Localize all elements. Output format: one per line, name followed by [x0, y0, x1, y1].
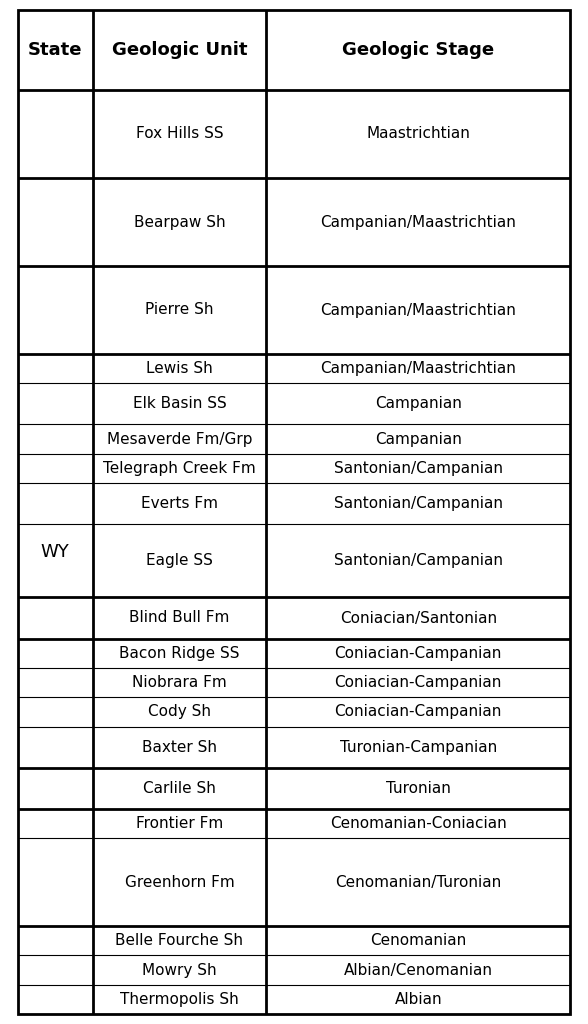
- Text: Lewis Sh: Lewis Sh: [146, 361, 213, 376]
- Text: Frontier Fm: Frontier Fm: [136, 816, 223, 830]
- Text: Niobrara Fm: Niobrara Fm: [132, 675, 227, 690]
- Text: Campanian: Campanian: [375, 431, 462, 446]
- Text: Cody Sh: Cody Sh: [148, 705, 211, 720]
- Text: Belle Fourche Sh: Belle Fourche Sh: [115, 933, 243, 948]
- Text: Elk Basin SS: Elk Basin SS: [132, 396, 226, 412]
- Text: Albian/Cenomanian: Albian/Cenomanian: [344, 963, 493, 978]
- Text: Campanian/Maastrichtian: Campanian/Maastrichtian: [320, 214, 516, 229]
- Text: Campanian: Campanian: [375, 396, 462, 412]
- Text: Eagle SS: Eagle SS: [146, 553, 213, 568]
- Text: Bacon Ridge SS: Bacon Ridge SS: [119, 646, 240, 660]
- Text: Geologic Stage: Geologic Stage: [342, 41, 495, 59]
- Text: Turonian-Campanian: Turonian-Campanian: [340, 739, 497, 755]
- Text: Coniacian/Santonian: Coniacian/Santonian: [340, 610, 497, 626]
- Text: Mowry Sh: Mowry Sh: [142, 963, 217, 978]
- Text: Campanian/Maastrichtian: Campanian/Maastrichtian: [320, 361, 516, 376]
- Text: Thermopolis Sh: Thermopolis Sh: [120, 992, 239, 1007]
- Text: Turonian: Turonian: [386, 780, 450, 796]
- Text: Coniacian-Campanian: Coniacian-Campanian: [335, 705, 502, 720]
- Text: Santonian/Campanian: Santonian/Campanian: [334, 553, 503, 568]
- Text: Mesaverde Fm/Grp: Mesaverde Fm/Grp: [106, 431, 252, 446]
- Text: Carlile Sh: Carlile Sh: [143, 780, 216, 796]
- Text: Cenomanian/Turonian: Cenomanian/Turonian: [335, 874, 502, 890]
- Text: Blind Bull Fm: Blind Bull Fm: [129, 610, 230, 626]
- Text: Geologic Unit: Geologic Unit: [112, 41, 247, 59]
- Text: Everts Fm: Everts Fm: [141, 496, 218, 511]
- Text: Baxter Sh: Baxter Sh: [142, 739, 217, 755]
- Text: Telegraph Creek Fm: Telegraph Creek Fm: [103, 461, 256, 476]
- Text: State: State: [28, 41, 82, 59]
- Text: Fox Hills SS: Fox Hills SS: [136, 127, 223, 141]
- Text: Pierre Sh: Pierre Sh: [145, 302, 213, 317]
- Text: Greenhorn Fm: Greenhorn Fm: [125, 874, 235, 890]
- Text: Bearpaw Sh: Bearpaw Sh: [133, 214, 225, 229]
- Text: Santonian/Campanian: Santonian/Campanian: [334, 461, 503, 476]
- Text: Maastrichtian: Maastrichtian: [366, 127, 470, 141]
- Text: Coniacian-Campanian: Coniacian-Campanian: [335, 675, 502, 690]
- Text: Albian: Albian: [395, 992, 442, 1007]
- Text: Santonian/Campanian: Santonian/Campanian: [334, 496, 503, 511]
- Text: Cenomanian-Coniacian: Cenomanian-Coniacian: [330, 816, 507, 830]
- Text: Cenomanian: Cenomanian: [370, 933, 466, 948]
- Text: WY: WY: [41, 543, 69, 561]
- Text: Coniacian-Campanian: Coniacian-Campanian: [335, 646, 502, 660]
- Text: Campanian/Maastrichtian: Campanian/Maastrichtian: [320, 302, 516, 317]
